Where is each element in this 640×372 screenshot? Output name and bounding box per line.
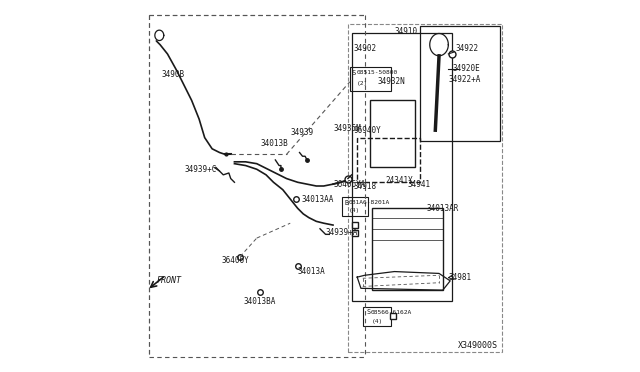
Text: B: B [344, 200, 348, 206]
Bar [370, 100, 415, 167]
Text: S: S [367, 310, 371, 315]
Text: 34935M: 34935M [333, 124, 361, 133]
Text: 0B1A6-8201A: 0B1A6-8201A [349, 200, 390, 205]
Text: 34920E: 34920E [452, 64, 480, 73]
Text: 34939+A: 34939+A [326, 228, 358, 237]
Text: 34932N: 34932N [378, 77, 405, 86]
Text: 24341Y: 24341Y [385, 176, 413, 185]
Text: 34910: 34910 [394, 27, 417, 36]
Text: 34922: 34922 [456, 44, 479, 53]
Text: 34922+A: 34922+A [449, 76, 481, 84]
Text: (4): (4) [349, 208, 360, 213]
Text: 34013B: 34013B [260, 139, 288, 148]
Text: 34939+C: 34939+C [184, 165, 216, 174]
Text: 34981: 34981 [449, 273, 472, 282]
Bar [348, 24, 502, 352]
Text: 34902: 34902 [353, 44, 376, 53]
Text: 34013AR: 34013AR [426, 204, 458, 213]
Bar [351, 33, 452, 301]
Text: (4): (4) [372, 319, 383, 324]
Text: FRONT: FRONT [156, 276, 181, 285]
Bar [420, 26, 500, 141]
Text: 08515-50800: 08515-50800 [356, 70, 397, 75]
Text: 34918: 34918 [353, 182, 376, 190]
Text: 3490B: 3490B [162, 70, 185, 79]
Text: 34939: 34939 [291, 128, 314, 137]
Bar [357, 138, 420, 182]
Text: 96940Y: 96940Y [353, 126, 381, 135]
Text: S: S [351, 70, 356, 76]
Text: (2): (2) [357, 81, 369, 86]
Text: 36406Y: 36406Y [221, 256, 249, 265]
Text: 36406YA: 36406YA [333, 180, 365, 189]
Text: X349000S: X349000S [458, 341, 498, 350]
Text: 08566-6162A: 08566-6162A [371, 310, 412, 315]
Text: 34013A: 34013A [298, 267, 325, 276]
Text: 34013AA: 34013AA [301, 195, 334, 203]
Text: 34013BA: 34013BA [244, 297, 276, 306]
Text: 34941: 34941 [408, 180, 431, 189]
Bar [372, 208, 443, 290]
